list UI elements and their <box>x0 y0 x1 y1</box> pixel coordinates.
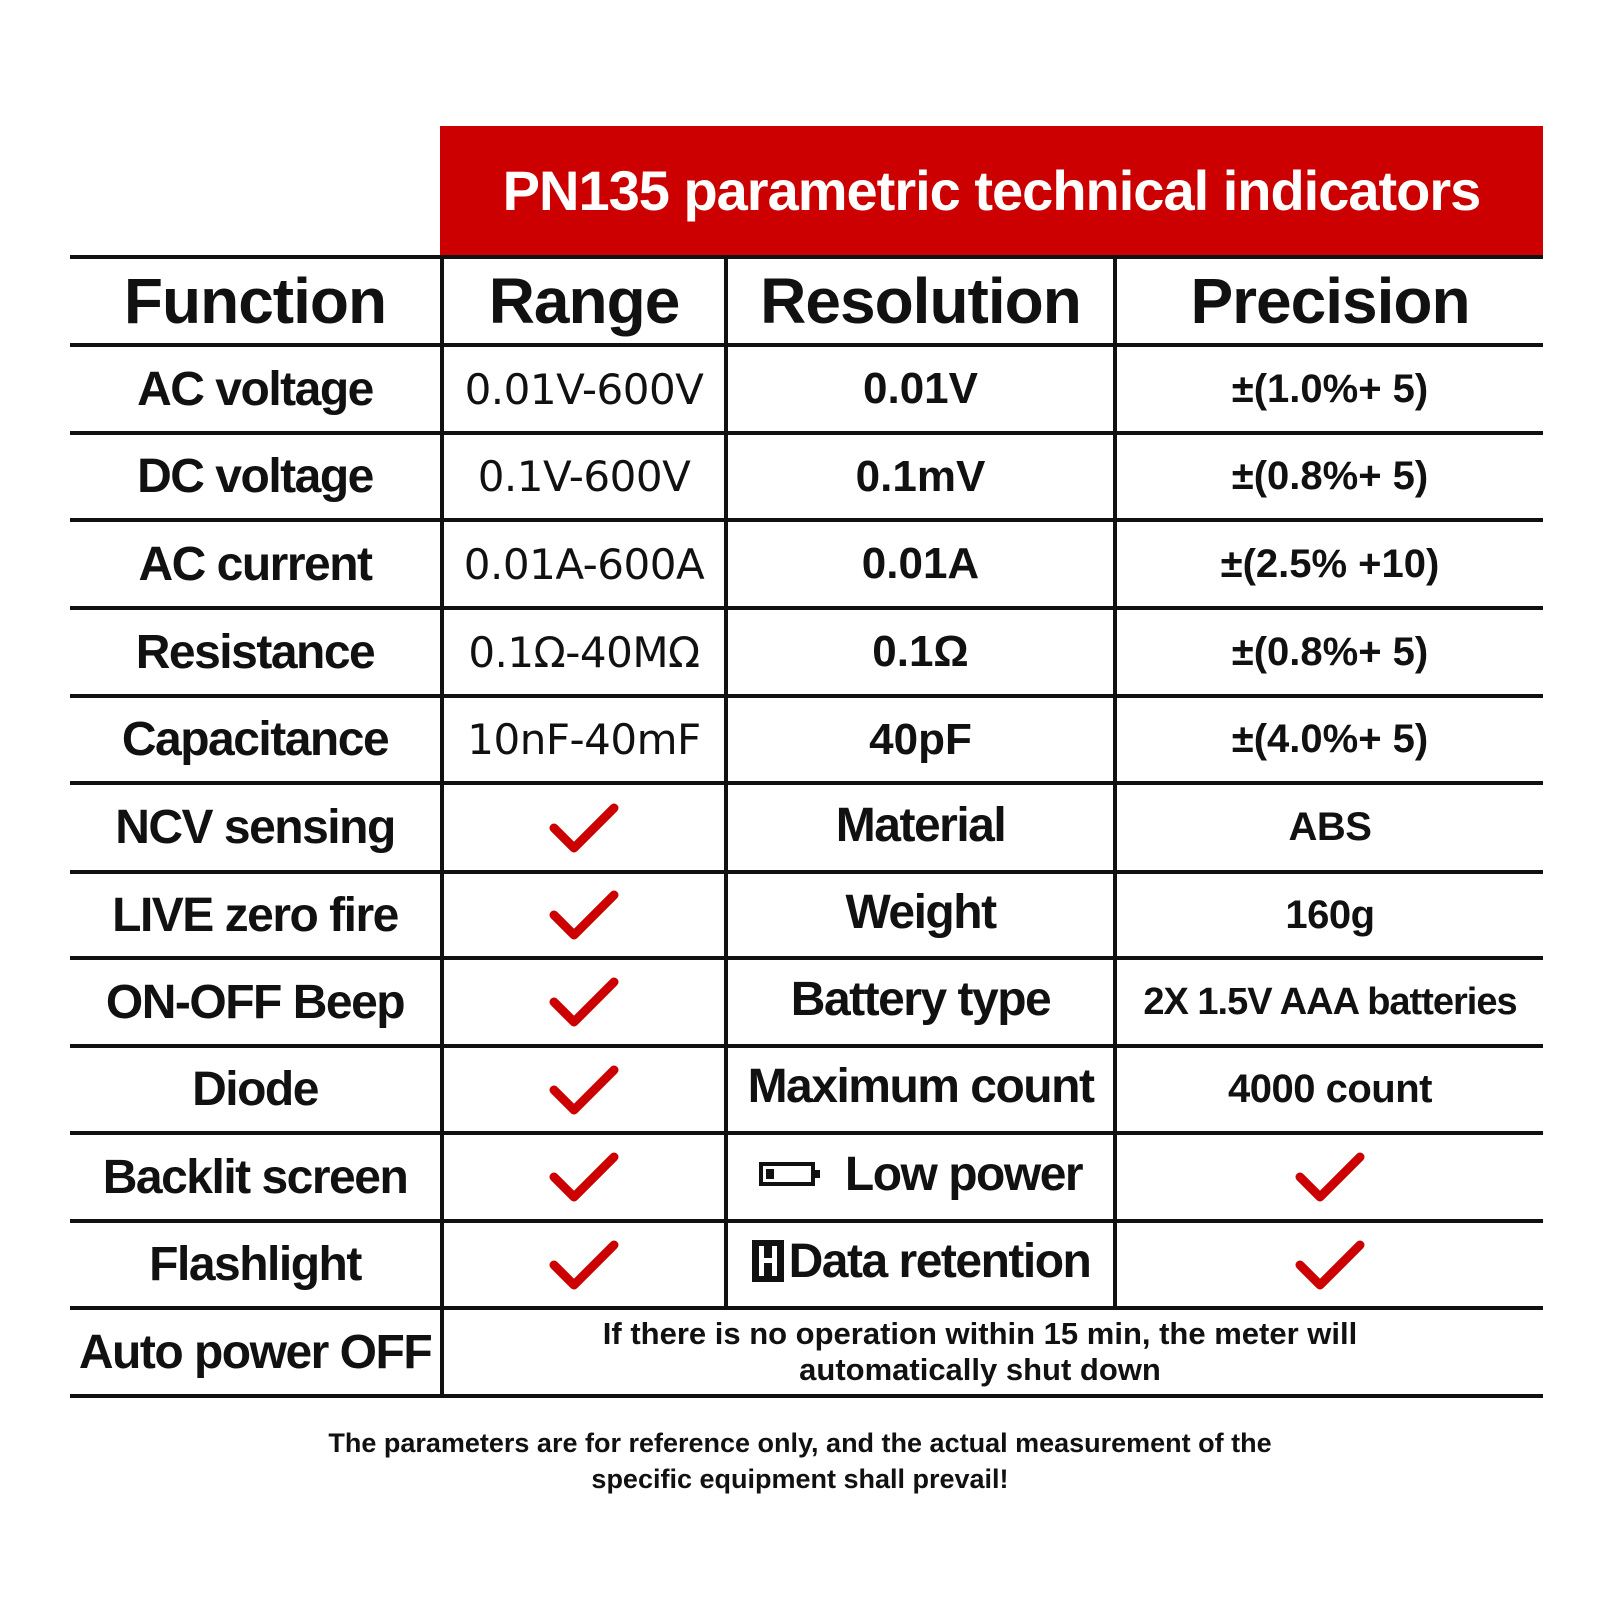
range-cell: 0.01V-600V <box>464 364 704 414</box>
function-cell: ON-OFF Beep <box>105 975 406 1029</box>
supported-cell <box>444 960 724 1044</box>
spec-label: Weight <box>845 885 997 939</box>
function-cell: LIVE zero fire <box>112 888 399 942</box>
grid-line <box>70 1306 1543 1310</box>
resolution-cell: 40pF <box>869 714 972 764</box>
check-icon <box>1295 1240 1365 1289</box>
supported-cell <box>444 785 724 870</box>
spec-value: ABS <box>1288 805 1372 849</box>
auto-power-off-note: If there is no operation within 15 min, … <box>602 1316 1358 1387</box>
function-cell: Flashlight <box>149 1238 362 1291</box>
spec-label-low-power: Low power <box>728 1135 1113 1213</box>
grid-line <box>70 606 1543 610</box>
check-icon <box>549 1240 619 1289</box>
precision-cell: ±(2.5% +10) <box>1220 541 1440 586</box>
precision-cell: ±(4.0%+ 5) <box>1231 717 1429 761</box>
function-cell: DC voltage <box>137 450 374 503</box>
footer-disclaimer: The parameters are for reference only, a… <box>328 1428 1272 1494</box>
supported-cell <box>444 874 724 956</box>
grid-line <box>724 255 728 1306</box>
header-resolution: Resolution <box>760 265 1082 337</box>
grid-line <box>70 518 1543 522</box>
function-cell: Auto power OFF <box>78 1325 433 1379</box>
function-cell: AC current <box>138 537 373 591</box>
range-cell: 0.1Ω-40MΩ <box>468 627 700 677</box>
header-function: Function <box>123 265 387 337</box>
grid-line <box>70 1394 1543 1398</box>
range-cell: 10nF-40mF <box>467 715 701 764</box>
check-icon <box>549 803 619 852</box>
grid-line <box>70 694 1543 698</box>
precision-cell: ±(1.0%+ 5) <box>1231 366 1429 411</box>
function-cell: Backlit screen <box>102 1150 409 1204</box>
check-icon <box>549 890 619 940</box>
check-icon <box>549 977 619 1027</box>
grid-line <box>1113 255 1117 1306</box>
spec-label: Data retention <box>788 1234 1092 1288</box>
grid-line <box>70 870 1543 874</box>
function-cell: Resistance <box>135 625 376 679</box>
spec-value: 2X 1.5V AAA batteries <box>1143 980 1517 1023</box>
grid-line <box>440 255 444 1398</box>
spec-label: Maximum count <box>747 1060 1095 1113</box>
header-range: Range <box>488 265 681 337</box>
spec-label: Battery type <box>790 972 1052 1026</box>
function-cell: AC voltage <box>137 362 374 416</box>
precision-cell: ±(0.8%+ 5) <box>1231 629 1429 674</box>
page-title: PN135 parametric technical indicators <box>502 159 1482 222</box>
check-icon <box>549 1065 619 1114</box>
resolution-cell: 0.01V <box>863 364 978 413</box>
grid-line <box>70 1131 1543 1135</box>
supported-cell <box>1117 1223 1543 1306</box>
precision-cell: ±(0.8%+ 5) <box>1231 454 1429 498</box>
check-icon <box>1295 1152 1365 1202</box>
function-cell: NCV sensing <box>115 801 396 854</box>
resolution-cell: 0.1Ω <box>872 627 969 676</box>
grid-line <box>70 1219 1543 1223</box>
range-cell: 0.1V-600V <box>477 452 691 501</box>
spec-value: 160g <box>1285 892 1375 937</box>
range-cell: 0.01A-600A <box>463 539 705 589</box>
grid-line <box>70 431 1543 435</box>
grid-line <box>70 781 1543 785</box>
spec-label-data-retention: Data retention <box>728 1223 1113 1299</box>
grid-line <box>70 343 1543 347</box>
supported-cell <box>1117 1135 1543 1219</box>
grid-line <box>70 956 1543 960</box>
header-precision: Precision <box>1190 265 1470 337</box>
grid-line <box>70 255 1543 259</box>
spec-value: 4000 count <box>1228 1067 1432 1111</box>
function-cell: Capacitance <box>121 713 390 766</box>
spec-label: Low power <box>844 1147 1084 1201</box>
supported-cell <box>444 1135 724 1219</box>
title-banner: PN135 parametric technical indicators <box>440 126 1543 255</box>
spec-label: Material <box>835 798 1007 852</box>
grid-line <box>70 1044 1543 1048</box>
resolution-cell: 0.1mV <box>855 451 986 501</box>
resolution-cell: 0.01A <box>861 539 980 588</box>
hold-h-icon <box>751 1240 784 1282</box>
function-cell: Diode <box>192 1063 319 1116</box>
supported-cell <box>444 1048 724 1131</box>
supported-cell <box>444 1223 724 1306</box>
check-icon <box>549 1152 619 1202</box>
battery-low-icon <box>758 1162 820 1186</box>
